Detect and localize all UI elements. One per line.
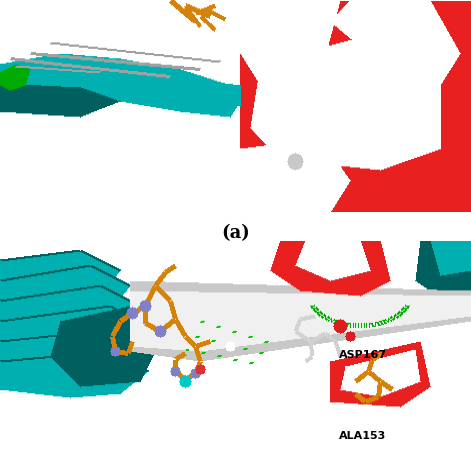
Text: ALA153: ALA153 — [339, 431, 386, 441]
Text: ASP167: ASP167 — [339, 349, 387, 359]
Text: (a): (a) — [221, 224, 250, 242]
